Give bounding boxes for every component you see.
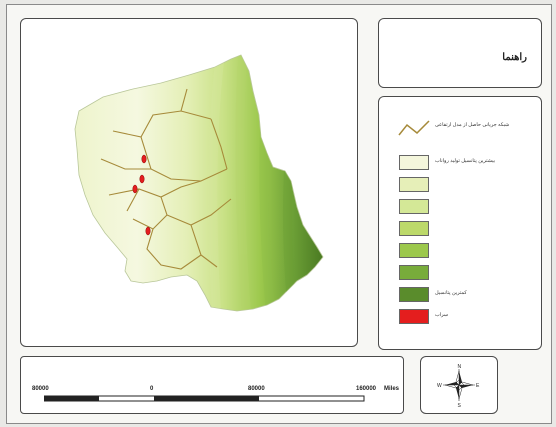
legend-item — [379, 177, 539, 197]
west-letter: W — [437, 383, 442, 389]
map-canvas — [74, 54, 324, 312]
legend-label: شبکه جریانی حاصل از مدل ارتفاعی — [435, 122, 510, 128]
scale-bar — [44, 395, 365, 402]
legend-label: کمترین پتانسیل — [435, 290, 467, 296]
legend-title: راهنما — [502, 52, 527, 63]
map-frame — [20, 18, 358, 347]
legend-item-springs: سراب — [379, 309, 539, 329]
north-arrow-box: N E S W — [420, 356, 498, 414]
scale-tick-label: 160000 — [356, 386, 377, 392]
scale-unit-label: Miles — [384, 386, 400, 392]
legend-item-streams: شبکه جریانی حاصل از مدل ارتفاعی — [379, 119, 539, 139]
legend-swatch — [399, 199, 429, 214]
scale-bar-box — [20, 356, 404, 414]
legend-item — [379, 243, 539, 263]
legend-label: بیشترین پتانسیل تولید رواناب — [435, 158, 496, 164]
scale-tick-label: 80000 — [248, 386, 265, 392]
stream-network — [100, 88, 232, 270]
legend-swatch — [399, 155, 429, 170]
legend-title-box: راهنما — [378, 18, 542, 88]
stream-line-icon — [398, 120, 430, 136]
legend-item: کمترین پتانسیل — [379, 287, 539, 307]
scale-tick-label: 0 — [150, 386, 154, 392]
east-letter: E — [476, 383, 480, 389]
legend-swatch — [399, 177, 429, 192]
legend-item — [379, 221, 539, 241]
north-letter: N — [458, 364, 462, 370]
legend-item — [379, 265, 539, 285]
legend-item — [379, 199, 539, 219]
scale-tick-label: 80000 — [32, 386, 49, 392]
north-arrow-icon: N E S W — [437, 364, 480, 409]
legend-label: سراب — [435, 312, 449, 318]
study-area — [74, 54, 324, 312]
legend-swatch — [399, 265, 429, 280]
legend-box: شبکه جریانی حاصل از مدل ارتفاعی بیشترین … — [378, 96, 542, 350]
springs — [132, 154, 151, 236]
legend-swatch — [399, 309, 429, 324]
legend-swatch — [399, 287, 429, 302]
south-letter: S — [458, 403, 462, 409]
legend-swatch — [399, 243, 429, 258]
legend-item: بیشترین پتانسیل تولید رواناب — [379, 155, 539, 175]
legend-swatch — [399, 221, 429, 236]
